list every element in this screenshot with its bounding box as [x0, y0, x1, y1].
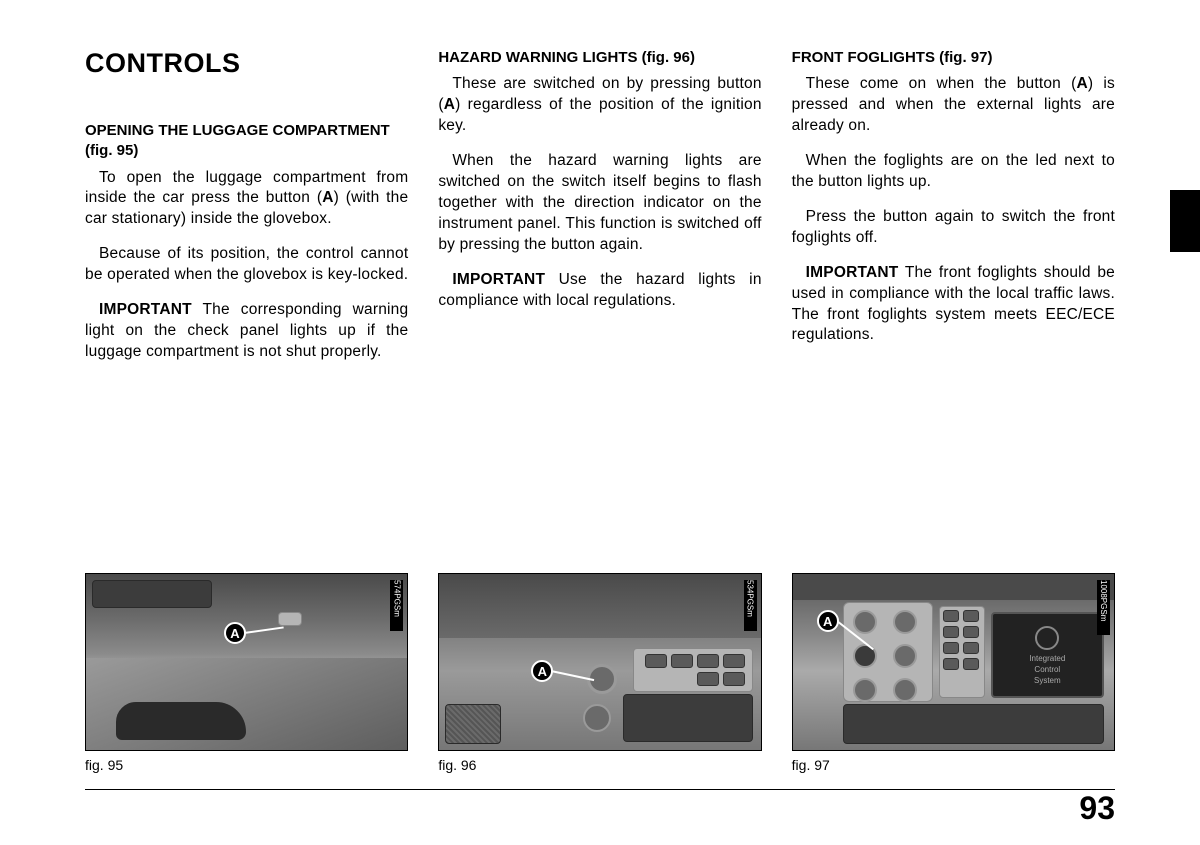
figure-97: Integrated Control System A 1008PGSm fig… [792, 573, 1115, 773]
figure-96-image: A 534PGSm [438, 573, 761, 751]
text: These come on when the button ( [806, 75, 1077, 92]
screen-line-2: Control [1034, 665, 1060, 674]
lower-panel [843, 704, 1104, 744]
figure-95-image: A 574PGSm [85, 573, 408, 751]
important-label: IMPORTANT [452, 271, 545, 288]
figure-95-caption: fig. 95 [85, 757, 408, 773]
manual-page: CONTROLS OPENING THE LUGGAGE COMPARTMENT… [0, 0, 1200, 845]
section-heading-foglights: FRONT FOGLIGHTS (fig. 97) [792, 48, 1115, 68]
text: ) regardless of the position of the igni… [438, 96, 761, 134]
important-label: IMPORTANT [99, 301, 192, 318]
figure-97-image: Integrated Control System A 1008PGSm [792, 573, 1115, 751]
important-label: IMPORTANT [806, 264, 899, 281]
image-code: 534PGSm [744, 580, 757, 631]
callout-marker-a: A [817, 610, 839, 632]
keypad-key [963, 610, 979, 622]
panel-btn-5 [853, 678, 877, 702]
keypad-key [943, 610, 959, 622]
keypad-key [963, 658, 979, 670]
bold-a: A [322, 189, 333, 206]
col3-p1: These come on when the button (A) is pre… [792, 74, 1115, 137]
panel-button [723, 654, 745, 668]
panel-button [723, 672, 745, 686]
page-title: CONTROLS [85, 48, 408, 79]
screen-line-3: System [1034, 676, 1061, 685]
page-number: 93 [1079, 790, 1115, 827]
ics-screen: Integrated Control System [991, 612, 1104, 698]
bold-a: A [1076, 75, 1087, 92]
col2-p1: These are switched on by pressing button… [438, 74, 761, 137]
keypad-key [943, 642, 959, 654]
section-heading-luggage: OPENING THE LUGGAGE COMPARTMENT (fig. 95… [85, 121, 408, 162]
dash-shroud [439, 574, 760, 638]
dash-top-panel [92, 580, 212, 608]
section-heading-hazard: HAZARD WARNING LIGHTS (fig. 96) [438, 48, 761, 68]
screen-line-1: Integrated [1029, 654, 1065, 663]
panel-btn-2 [893, 610, 917, 634]
callout-marker-a: A [224, 622, 246, 644]
figure-97-caption: fig. 97 [792, 757, 1115, 773]
col3-p4: IMPORTANT The front foglights should be … [792, 263, 1115, 347]
bold-a: A [444, 96, 455, 113]
speaker-grille [445, 704, 501, 744]
panel-btn-1 [853, 610, 877, 634]
glovebox-handle [116, 702, 246, 740]
figure-96: A 534PGSm fig. 96 [438, 573, 761, 773]
marker-label: A [230, 626, 239, 641]
col1-p3: IMPORTANT The corresponding warning ligh… [85, 300, 408, 363]
luggage-release-button [278, 612, 302, 626]
keypad-key [963, 642, 979, 654]
panel-btn-6 [893, 678, 917, 702]
col2-p3: IMPORTANT Use the hazard lights in compl… [438, 270, 761, 312]
radio-unit [623, 694, 753, 742]
marker-label: A [823, 614, 832, 629]
image-code: 574PGSm [390, 580, 403, 631]
col2-p2: When the hazard warning lights are switc… [438, 151, 761, 256]
keypad-key [963, 626, 979, 638]
dash-shroud [793, 574, 1114, 600]
column-2: HAZARD WARNING LIGHTS (fig. 96) These ar… [438, 48, 761, 377]
col3-p3: Press the button again to switch the fro… [792, 207, 1115, 249]
marker-label: A [538, 664, 547, 679]
image-code: 1008PGSm [1097, 580, 1110, 635]
figure-95: A 574PGSm fig. 95 [85, 573, 408, 773]
keypad-key [943, 626, 959, 638]
text-columns: CONTROLS OPENING THE LUGGAGE COMPARTMENT… [85, 48, 1115, 377]
column-1: CONTROLS OPENING THE LUGGAGE COMPARTMENT… [85, 48, 408, 377]
column-3: FRONT FOGLIGHTS (fig. 97) These come on … [792, 48, 1115, 377]
col1-p2: Because of its position, the control can… [85, 244, 408, 286]
col1-p1: To open the luggage compartment from ins… [85, 168, 408, 231]
figure-96-caption: fig. 96 [438, 757, 761, 773]
alfa-logo-icon [1035, 626, 1059, 650]
col3-p2: When the foglights are on the led next t… [792, 151, 1115, 193]
figure-row: A 574PGSm fig. 95 A [85, 573, 1115, 773]
page-rule [85, 789, 1115, 790]
panel-button [697, 672, 719, 686]
panel-button [645, 654, 667, 668]
panel-button [671, 654, 693, 668]
keypad-key [943, 658, 959, 670]
panel-button [697, 654, 719, 668]
panel-btn-4 [893, 644, 917, 668]
